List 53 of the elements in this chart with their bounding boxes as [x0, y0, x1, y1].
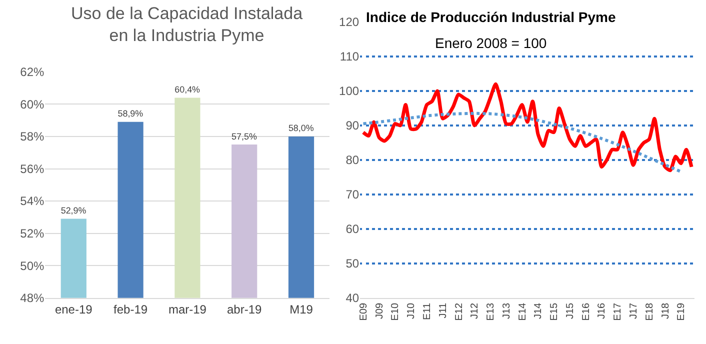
- x-tick-label: E16: [580, 302, 592, 321]
- y-tick-label: 40: [346, 291, 360, 306]
- x-tick-label: J09: [374, 302, 386, 320]
- x-tick-label: E11: [422, 302, 434, 320]
- x-tick-label: J13: [501, 302, 512, 320]
- x-tick-label: M19: [290, 302, 314, 316]
- x-tick-label: E17: [612, 302, 624, 321]
- y-tick-label: 80: [346, 153, 360, 168]
- chart-title: Uso de la Capacidad Instalada en la Industria Pyme: [71, 4, 304, 46]
- x-tick-label: E09: [358, 302, 370, 321]
- x-tick-label: E19: [676, 302, 688, 321]
- x-tick-label: J18: [660, 302, 672, 320]
- y-tick-label: 62%: [20, 65, 44, 80]
- line-series: [361, 82, 694, 172]
- y-tick-label: 54%: [20, 194, 44, 208]
- data-label: 58,9%: [118, 108, 144, 119]
- x-tick-label: J12: [470, 302, 481, 320]
- y-tick-label: 100: [339, 84, 360, 98]
- x-tick-label: mar-19: [168, 302, 207, 316]
- x-tick-label: J17: [628, 302, 640, 320]
- y-tick-label: 56%: [20, 162, 44, 176]
- x-tick-label: J16: [596, 302, 608, 320]
- y-tick-label: 70: [346, 188, 360, 202]
- x-tick-label: E15: [549, 302, 560, 321]
- x-tick-label: J10: [406, 302, 418, 320]
- x-tick-label: J14: [533, 302, 544, 320]
- x-tick-label: ene-19: [54, 302, 93, 316]
- data-label: 52,9%: [60, 206, 86, 216]
- x-tick-label: E18: [644, 302, 656, 321]
- x-tick-label: abr-19: [227, 302, 262, 316]
- y-tick-label: 110: [340, 50, 360, 64]
- data-label: 57,5%: [232, 131, 257, 142]
- y-tick-label: 58%: [20, 130, 44, 144]
- y-tick-label: 60%: [20, 97, 44, 112]
- x-tick-label: E10: [390, 302, 402, 321]
- line-series: [362, 112, 682, 174]
- x-tick-label: J15: [564, 302, 576, 320]
- y-tick-label: 52%: [20, 226, 44, 241]
- y-tick-label: 48%: [20, 291, 44, 306]
- y-tick-label: 50: [346, 256, 360, 271]
- x-tick-label: E12: [454, 302, 465, 321]
- x-tick-label: E14: [517, 302, 528, 321]
- y-tick-label: 90: [346, 118, 360, 133]
- data-label: 60,4%: [174, 84, 200, 94]
- data-label: 58,0%: [288, 123, 314, 134]
- text: Enero 2008 = 100: [435, 35, 547, 51]
- x-tick-label: feb-19: [114, 302, 148, 316]
- x-tick-label: E13: [486, 302, 497, 321]
- y-tick-label: 60: [346, 222, 360, 236]
- y-tick-label: 120: [339, 15, 360, 30]
- x-tick-label: J11: [438, 302, 449, 318]
- chart-title: Indice de Producción Industrial Pyme: [366, 9, 616, 25]
- y-tick-label: 50%: [20, 258, 44, 273]
